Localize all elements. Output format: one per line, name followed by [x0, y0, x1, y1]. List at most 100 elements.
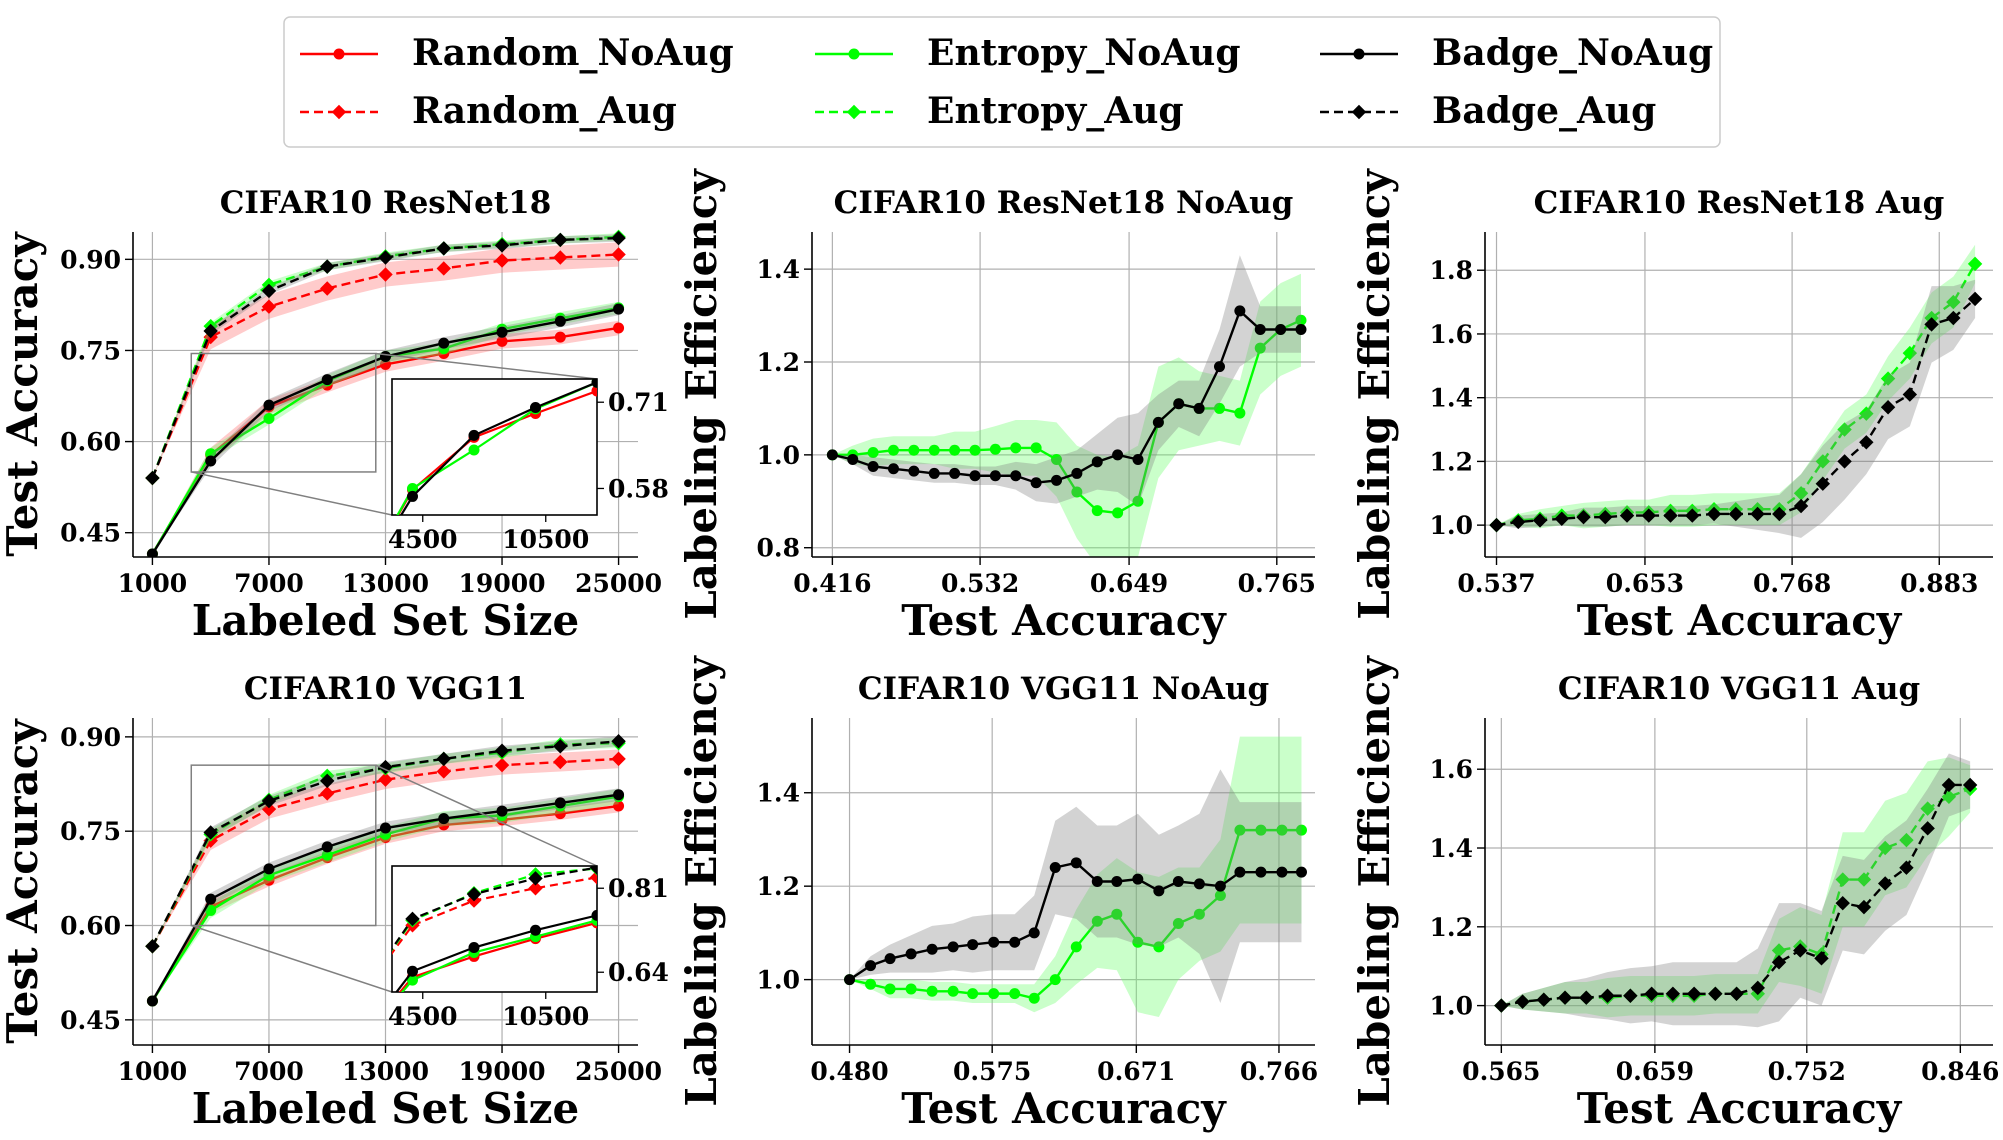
- data-point: [613, 789, 625, 801]
- inset-data-point: [652, 855, 665, 868]
- inset-data-point: [528, 881, 543, 896]
- data-point: [1213, 361, 1225, 373]
- inset-data-point: [407, 482, 418, 494]
- data-point: [1641, 508, 1656, 523]
- y-tick-label: 1.6: [1430, 755, 1474, 784]
- inset-data-point: [838, 893, 849, 904]
- x-tick-label: 7000: [234, 569, 304, 598]
- data-point: [989, 470, 1001, 482]
- y-tick-label: 1.4: [757, 255, 801, 284]
- y-tick-label: 0.8: [757, 534, 801, 563]
- data-point: [988, 936, 1000, 948]
- data-point: [1665, 986, 1681, 1001]
- inset-data-point: [468, 444, 480, 456]
- data-point: [613, 322, 625, 334]
- series-badge-noaug: [826, 255, 1307, 506]
- inset-data-point: [838, 885, 849, 896]
- data-point: [1489, 517, 1504, 533]
- inset-data-point: [653, 374, 664, 385]
- inset-data-point: [653, 907, 664, 918]
- data-point: [145, 470, 160, 486]
- data-point: [1070, 857, 1082, 869]
- plot-area: [826, 255, 1307, 557]
- y-axis-label: Test Accuracy: [0, 718, 47, 1044]
- y-tick-label: 1.8: [1430, 256, 1474, 285]
- data-point: [967, 988, 979, 1000]
- data-point: [989, 443, 1001, 455]
- data-point: [1941, 777, 1957, 793]
- y-axis-label: Labeling Efficiency: [677, 168, 726, 620]
- y-tick-label: 1.0: [757, 966, 801, 995]
- data-point: [494, 238, 510, 253]
- data-point: [1494, 998, 1509, 1013]
- zoom-connector: [191, 924, 393, 993]
- chart-title: CIFAR10 ResNet18 NoAug: [834, 185, 1294, 221]
- data-point: [967, 939, 979, 951]
- x-tick-label: 1000: [118, 1057, 188, 1086]
- x-tick-label: 0.768: [1753, 569, 1831, 598]
- data-point: [554, 331, 566, 343]
- data-point: [1295, 314, 1307, 326]
- inset-x-tick-label: 10500: [502, 525, 589, 554]
- data-point: [865, 960, 877, 972]
- y-tick-label: 1.2: [1430, 447, 1474, 476]
- x-tick-label: 19000: [459, 1057, 546, 1086]
- inset-data-point: [653, 362, 664, 373]
- data-point: [1234, 407, 1246, 419]
- data-point: [380, 358, 391, 370]
- data-point: [553, 250, 568, 265]
- chart-title: CIFAR10 VGG11 Aug: [1558, 671, 1920, 707]
- data-point: [1902, 345, 1918, 361]
- data-point: [1173, 398, 1185, 410]
- data-point: [436, 261, 451, 276]
- data-point: [1877, 840, 1893, 856]
- inset-data-point: [837, 842, 850, 855]
- x-tick-label: 1000: [118, 569, 188, 598]
- inset-data-point: [591, 909, 597, 921]
- confidence-band: [849, 736, 1302, 1017]
- data-point: [928, 444, 940, 456]
- data-point: [1295, 324, 1307, 335]
- data-point: [261, 793, 277, 809]
- legend-label: Random_NoAug: [412, 32, 734, 74]
- inset-x-tick-label: 4500: [388, 1002, 458, 1031]
- data-point: [884, 953, 896, 965]
- inset-series-line: [400, 919, 597, 992]
- legend: Random_NoAug Entropy_NoAug Badge_NoAug Rand…: [283, 16, 1721, 148]
- data-point: [1028, 927, 1040, 939]
- data-point: [438, 337, 450, 349]
- data-point: [908, 465, 920, 477]
- legend-entry: Badge_NoAug: [1320, 32, 1713, 74]
- data-point: [1920, 821, 1935, 836]
- data-point: [554, 797, 566, 809]
- x-tick-label: 25000: [575, 1057, 662, 1086]
- data-point: [613, 800, 625, 812]
- data-point: [1859, 406, 1874, 421]
- inset-data-point: [775, 857, 788, 870]
- x-axis-label: Test Accuracy: [1577, 596, 1903, 645]
- data-point: [1193, 908, 1205, 920]
- y-tick-label: 1.2: [757, 348, 801, 377]
- inset-frame: [391, 378, 598, 516]
- data-point: [1050, 474, 1062, 486]
- data-point: [1856, 872, 1872, 887]
- y-tick-label: 1.0: [1430, 992, 1474, 1021]
- plot-area: [145, 229, 626, 557]
- data-point: [1902, 387, 1918, 402]
- x-tick-label: 0.766: [1240, 1057, 1318, 1086]
- data-point: [1600, 988, 1615, 1003]
- x-tick-label: 0.649: [1090, 569, 1168, 598]
- data-point: [1515, 994, 1530, 1009]
- confidence-band: [1496, 279, 1976, 538]
- inset-data-point: [775, 843, 788, 856]
- data-point: [613, 303, 625, 315]
- data-point: [1623, 988, 1638, 1003]
- data-point: [436, 751, 451, 767]
- data-point: [1276, 824, 1288, 836]
- data-point: [1009, 988, 1021, 1000]
- x-tick-label: 0.765: [1238, 569, 1316, 598]
- inset-data-point: [407, 965, 418, 977]
- data-point: [1967, 291, 1983, 307]
- data-point: [494, 757, 510, 773]
- inset-zoom: 4500 10500 0.58 0.71: [388, 362, 669, 554]
